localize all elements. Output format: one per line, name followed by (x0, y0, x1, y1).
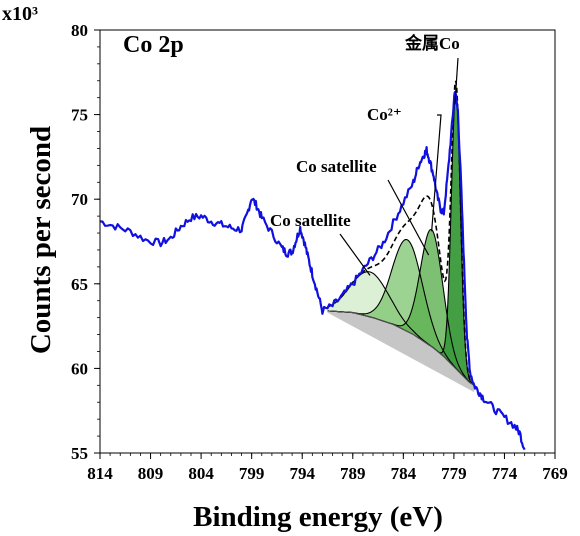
annotation-label: 金属Co (404, 33, 460, 53)
x-tick-label: 799 (239, 464, 265, 483)
y-tick-label: 60 (71, 359, 88, 378)
spectrum-line (99, 90, 526, 451)
y-multiplier: x10³ (2, 3, 38, 25)
y-axis-label: Counts per second (25, 126, 57, 354)
component-fill-1 (327, 271, 475, 386)
background-line (327, 310, 475, 386)
annotation-leader (454, 57, 459, 105)
x-tick-label: 794 (289, 464, 315, 483)
x-tick-label: 814 (87, 464, 113, 483)
plot-frame (99, 29, 556, 454)
y-tick-label: 70 (71, 190, 88, 209)
spectrum-layer (99, 90, 526, 451)
component-fill-3 (327, 229, 475, 386)
x-tick-label: 804 (188, 464, 214, 483)
annotation-label: Co²⁺ (367, 105, 402, 124)
axis-ticks (94, 29, 556, 459)
component-fill-4 (327, 92, 475, 386)
x-tick-label: 769 (542, 464, 568, 483)
annotation-label: Co satellite (270, 211, 351, 230)
annotation-label: Co satellite (296, 157, 377, 176)
background-fill (327, 310, 475, 393)
annotation-leader (339, 233, 371, 276)
x-tick-label: 779 (441, 464, 467, 483)
x-axis-label: Binding energy (eV) (193, 501, 443, 533)
y-tick-label: 75 (71, 106, 88, 125)
x-tick-label: 784 (391, 464, 417, 483)
annotation-leader (431, 114, 442, 232)
y-tick-label: 80 (71, 21, 88, 40)
y-tick-label: 55 (71, 444, 88, 463)
x-tick-label: 809 (138, 464, 164, 483)
annotation-leader (387, 179, 430, 256)
y-tick-label: 65 (71, 275, 88, 294)
annotations: 金属Co Co²⁺ Co satellite Co satellite (270, 33, 460, 276)
axis-tick-labels: 814 809 804 799 794 789 784 779 774 769 55 60 65 70 75… (71, 21, 568, 483)
panel-label: Co 2p (123, 32, 184, 58)
x-tick-label: 774 (492, 464, 518, 483)
x-tick-label: 789 (340, 464, 366, 483)
fit-fills (327, 92, 475, 393)
